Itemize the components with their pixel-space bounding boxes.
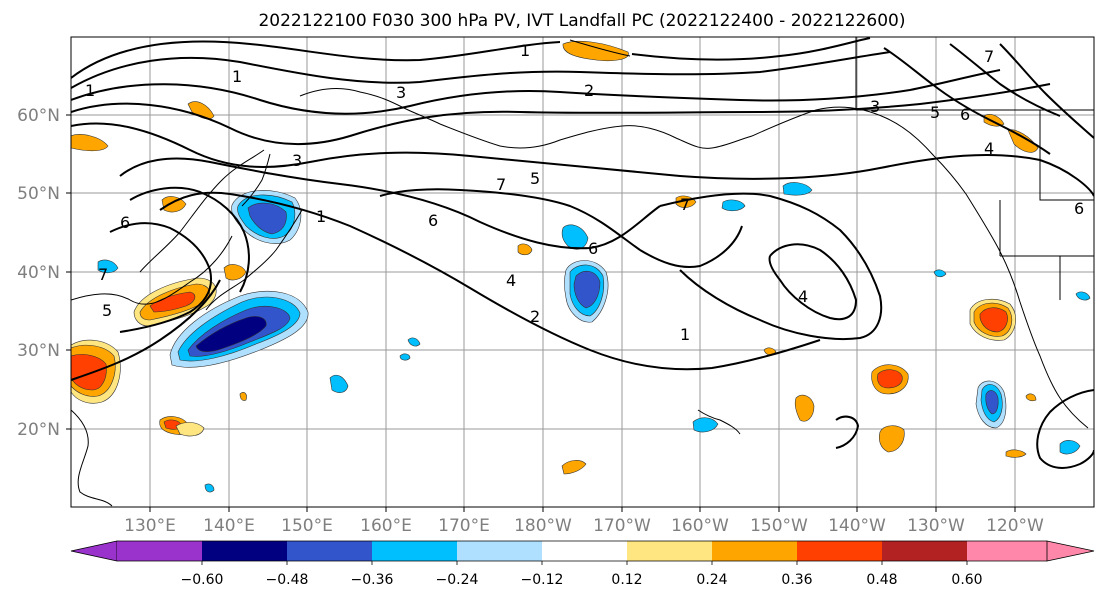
colorbar-tick-label: −0.12: [521, 572, 564, 588]
svg-text:3: 3: [396, 83, 406, 102]
latitude-labels: 60°N 50°N 40°N 30°N 20°N: [17, 106, 60, 440]
colorbar-segment: [287, 541, 372, 561]
svg-text:3: 3: [870, 97, 880, 116]
svg-text:6: 6: [120, 213, 130, 232]
svg-text:3: 3: [292, 151, 302, 170]
lon-label: 160°W: [671, 516, 729, 536]
svg-text:1: 1: [680, 325, 690, 344]
svg-text:2: 2: [530, 307, 540, 326]
colorbar-tick-label: −0.24: [436, 572, 479, 588]
colorbar-tick-label: −0.36: [351, 572, 394, 588]
colorbar-segment: [202, 541, 287, 561]
colorbar-extend-left: [70, 540, 118, 562]
lon-label: 150°W: [750, 516, 808, 536]
colorbar-segment: [797, 541, 882, 561]
svg-text:2: 2: [584, 81, 594, 100]
colorbar-segment: [117, 541, 202, 561]
lat-label: 40°N: [17, 263, 60, 283]
lon-label: 170°E: [438, 516, 490, 536]
lon-label: 140°E: [203, 516, 255, 536]
colorbar-segment: [882, 541, 967, 561]
longitude-labels: 130°E 140°E 150°E 160°E 170°E 180°W 170°…: [124, 516, 1044, 536]
svg-text:7: 7: [98, 265, 108, 284]
svg-text:5: 5: [530, 169, 540, 188]
svg-text:7: 7: [984, 47, 994, 66]
svg-text:6: 6: [960, 105, 970, 124]
lon-label: 130°W: [907, 516, 965, 536]
svg-text:4: 4: [984, 139, 994, 158]
lat-label: 50°N: [17, 184, 60, 204]
colorbar-tick-label: 0.48: [866, 572, 897, 588]
svg-text:7: 7: [680, 195, 690, 214]
svg-text:5: 5: [930, 103, 940, 122]
map-title: 2022122100 F030 300 hPa PV, IVT Landfall…: [258, 11, 905, 31]
colorbar-segment: [372, 541, 457, 561]
svg-text:6: 6: [428, 211, 438, 230]
svg-text:1: 1: [316, 207, 326, 226]
colorbar-tick-label: 0.60: [951, 572, 982, 588]
contour-labels: 1 1 2 3 3 5 6 6 7 4 2 1 4 1 6 5 7 7 1 3 …: [85, 41, 1084, 344]
lon-label: 120°W: [986, 516, 1044, 536]
colorbar-tick-label: −0.60: [181, 572, 224, 588]
lat-label: 20°N: [17, 420, 60, 440]
colorbar-tick-label: 0.12: [611, 572, 642, 588]
svg-text:7: 7: [496, 175, 506, 194]
colorbar-tick-label: 0.36: [781, 572, 812, 588]
colorbar-extend-right: [1046, 540, 1095, 562]
svg-text:1: 1: [85, 81, 95, 100]
colorbar-tick-label: 0.24: [696, 572, 727, 588]
colorbar-segment: [627, 541, 712, 561]
svg-text:5: 5: [102, 301, 112, 320]
colorbar-tick-label: −0.48: [266, 572, 309, 588]
svg-text:1: 1: [232, 67, 242, 86]
lon-label: 140°W: [828, 516, 886, 536]
colorbar: −0.60 −0.48 −0.36 −0.24 −0.12 0.12 0.24 …: [70, 540, 1095, 588]
colorbar-segment: [967, 541, 1047, 561]
pv-contours: [71, 37, 1094, 469]
lon-label: 170°W: [593, 516, 651, 536]
svg-text:4: 4: [798, 287, 808, 306]
coastlines: [71, 37, 1094, 507]
lon-label: 180°W: [514, 516, 572, 536]
lon-label: 150°E: [281, 516, 333, 536]
lon-label: 130°E: [124, 516, 176, 536]
lat-label: 30°N: [17, 341, 60, 361]
svg-text:6: 6: [588, 239, 598, 258]
colorbar-segment: [457, 541, 542, 561]
lon-label: 160°E: [360, 516, 412, 536]
colorbar-segment: [712, 541, 797, 561]
lat-label: 60°N: [17, 106, 60, 126]
svg-text:6: 6: [1074, 199, 1084, 218]
svg-text:1: 1: [520, 41, 530, 60]
svg-text:4: 4: [506, 271, 516, 290]
axis-ticks: [66, 114, 1016, 512]
colorbar-segment: [542, 541, 627, 561]
